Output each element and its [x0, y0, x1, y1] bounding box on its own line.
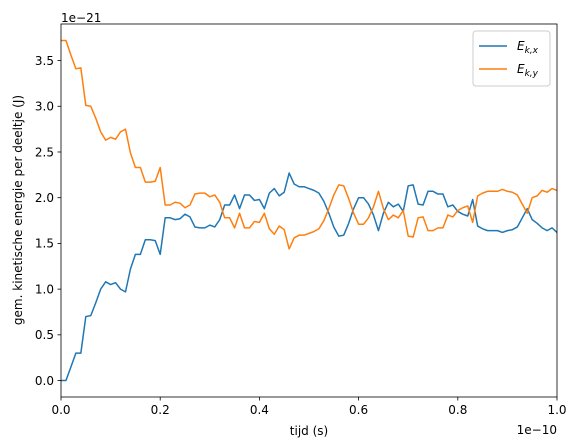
x-tick-label: 0.6 — [349, 403, 368, 417]
series-layer — [61, 39, 557, 382]
x-tick-label: 1.0 — [547, 403, 566, 417]
y-tick-label: 0.5 — [35, 328, 54, 342]
legend-label: Ek,x — [517, 39, 539, 56]
series-line-ekx — [61, 172, 557, 382]
y-tick-label: 1.0 — [35, 282, 54, 296]
x-tick-label: 0.4 — [250, 403, 269, 417]
legend-label: Ek,y — [517, 62, 539, 79]
x-offset-label: 1e−10 — [517, 423, 557, 437]
x-tick-label: 0.0 — [51, 403, 70, 417]
y-tick-label: 3.5 — [35, 54, 54, 68]
plot-frame — [60, 23, 558, 398]
y-tick-label: 0.0 — [35, 374, 54, 388]
y-tick-label: 3.0 — [35, 100, 54, 114]
x-tick-label: 0.2 — [151, 403, 170, 417]
y-axis: 0.0 0.5 1.0 1.5 2.0 2.5 3.0 3.5 — [35, 54, 61, 388]
legend: Ek,x Ek,y — [472, 30, 551, 87]
plot-area — [60, 23, 558, 398]
y-tick-label: 2.5 — [35, 145, 54, 159]
y-offset-label: 1e−21 — [61, 11, 101, 25]
series-line-eky — [61, 39, 557, 250]
y-tick-label: 2.0 — [35, 191, 54, 205]
x-axis: 0.0 0.2 0.4 0.6 0.8 1.0 — [51, 397, 567, 417]
x-axis-label: tijd (s) — [290, 424, 328, 438]
x-tick-label: 0.8 — [448, 403, 467, 417]
legend-frame — [472, 30, 551, 87]
y-tick-label: 1.5 — [35, 237, 54, 251]
y-axis-label: gem. kinetische energie per deeltje (J) — [11, 95, 25, 325]
